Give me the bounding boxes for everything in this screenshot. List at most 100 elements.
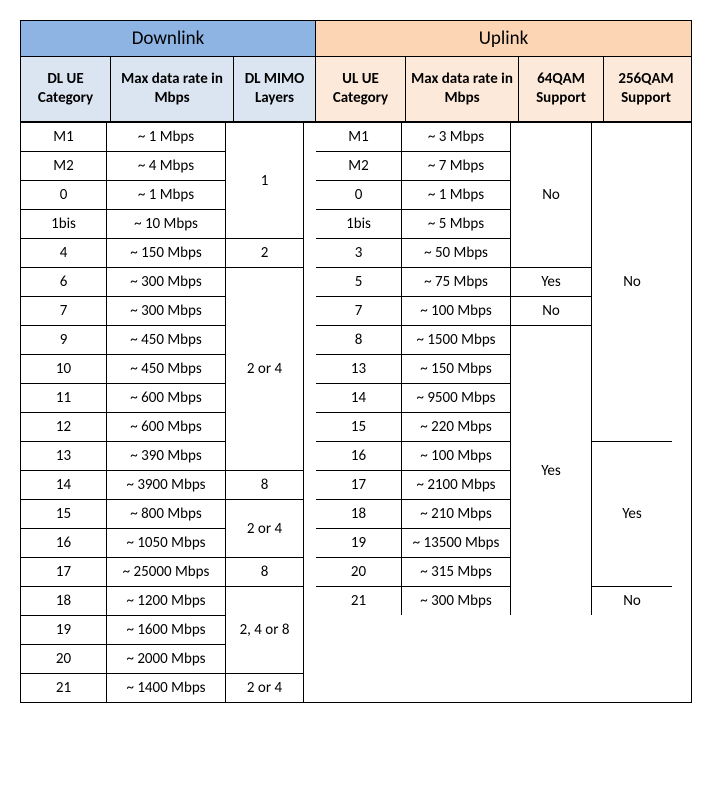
table-cell: 17 [316, 471, 401, 500]
table-cell: ~ 1 Mbps [402, 181, 510, 210]
table-cell: 13 [21, 442, 106, 471]
table-span-cell: No [511, 297, 591, 326]
table-cell: 15 [316, 413, 401, 442]
table-span-cell: No [592, 123, 672, 442]
ul-rate-header: Max data rate in Mbps [406, 57, 519, 121]
table-span-cell: No [592, 587, 672, 615]
ul-column-headers: UL UE Category Max data rate in Mbps 64Q… [316, 57, 691, 123]
table-cell: ~ 9500 Mbps [402, 384, 510, 413]
table-cell: ~ 75 Mbps [402, 268, 510, 297]
table-cell: ~ 100 Mbps [402, 297, 510, 326]
table-span-cell: Yes [511, 326, 591, 615]
table-cell: ~ 150 Mbps [107, 239, 225, 268]
ul-64-header: 64QAM Support [519, 57, 604, 121]
table-cell: ~ 450 Mbps [107, 326, 225, 355]
table-cell: ~ 1 Mbps [107, 123, 225, 152]
table-cell: 5 [316, 268, 401, 297]
downlink-header: Downlink [21, 21, 316, 57]
table-span-cell: 8 [226, 471, 303, 500]
table-cell: ~ 2000 Mbps [107, 645, 225, 674]
uplink-section: Uplink UL UE Category Max data rate in M… [316, 21, 691, 702]
table-cell: 14 [21, 471, 106, 500]
table-cell: ~ 1050 Mbps [107, 529, 225, 558]
table-cell: M1 [21, 123, 106, 152]
table-cell: ~ 800 Mbps [107, 500, 225, 529]
ue-category-table: Downlink DL UE Category Max data rate in… [20, 20, 692, 703]
table-cell: 20 [316, 558, 401, 587]
dl-column-headers: DL UE Category Max data rate in Mbps DL … [21, 57, 316, 123]
dl-body: M1M201bis4679101112131415161718192021 ~ … [21, 123, 316, 702]
dl-rate-column: ~ 1 Mbps~ 4 Mbps~ 1 Mbps~ 10 Mbps~ 150 M… [107, 123, 226, 702]
table-cell: 7 [316, 297, 401, 326]
table-cell: 17 [21, 558, 106, 587]
table-cell: 12 [21, 413, 106, 442]
table-cell: 6 [21, 268, 106, 297]
table-cell: 19 [316, 529, 401, 558]
table-cell: ~ 1 Mbps [107, 181, 225, 210]
table-cell: 7 [21, 297, 106, 326]
table-cell: 21 [316, 587, 401, 615]
table-cell: 16 [316, 442, 401, 471]
table-span-cell: 2, 4 or 8 [226, 587, 303, 674]
table-cell: ~ 315 Mbps [402, 558, 510, 587]
table-cell: ~ 300 Mbps [107, 297, 225, 326]
table-cell: ~ 25000 Mbps [107, 558, 225, 587]
downlink-section: Downlink DL UE Category Max data rate in… [21, 21, 316, 702]
dl-rate-header: Max data rate in Mbps [111, 57, 234, 121]
table-cell: ~ 600 Mbps [107, 413, 225, 442]
table-span-cell: 2 or 4 [226, 500, 303, 558]
ul-rate-column: ~ 3 Mbps~ 7 Mbps~ 1 Mbps~ 5 Mbps~ 50 Mbp… [402, 123, 511, 615]
table-cell: M1 [316, 123, 401, 152]
table-span-cell: 8 [226, 558, 303, 587]
table-cell: 20 [21, 645, 106, 674]
table-cell: ~ 1500 Mbps [402, 326, 510, 355]
dl-mimo-header: DL MIMO Layers [234, 57, 316, 121]
table-cell: ~ 7 Mbps [402, 152, 510, 181]
table-cell: ~ 3900 Mbps [107, 471, 225, 500]
ul-body: M1M201bis3578131415161718192021 ~ 3 Mbps… [316, 123, 691, 615]
table-span-cell: Yes [592, 442, 672, 587]
table-cell: 1bis [21, 210, 106, 239]
table-cell: 4 [21, 239, 106, 268]
table-cell: 8 [316, 326, 401, 355]
table-cell: 21 [21, 674, 106, 702]
table-cell: ~ 5 Mbps [402, 210, 510, 239]
table-cell: ~ 300 Mbps [402, 587, 510, 615]
table-cell: 14 [316, 384, 401, 413]
dl-mimo-column: 122 or 482 or 482, 4 or 82 or 4 [226, 123, 304, 702]
table-cell: 16 [21, 529, 106, 558]
table-cell: 0 [316, 181, 401, 210]
table-cell: 1bis [316, 210, 401, 239]
table-cell: ~ 50 Mbps [402, 239, 510, 268]
table-cell: ~ 10 Mbps [107, 210, 225, 239]
table-cell: ~ 600 Mbps [107, 384, 225, 413]
table-cell: M2 [316, 152, 401, 181]
table-cell: 13 [316, 355, 401, 384]
table-cell: 10 [21, 355, 106, 384]
table-span-cell: 2 or 4 [226, 268, 303, 471]
table-span-cell: 2 or 4 [226, 674, 303, 702]
ul-256-column: NoYesNo [592, 123, 672, 615]
ul-cat-column: M1M201bis3578131415161718192021 [316, 123, 402, 615]
table-cell: ~ 150 Mbps [402, 355, 510, 384]
table-cell: 0 [21, 181, 106, 210]
table-cell: 15 [21, 500, 106, 529]
table-cell: ~ 390 Mbps [107, 442, 225, 471]
table-cell: 18 [316, 500, 401, 529]
table-cell: ~ 3 Mbps [402, 123, 510, 152]
dl-cat-column: M1M201bis4679101112131415161718192021 [21, 123, 107, 702]
table-cell: ~ 300 Mbps [107, 268, 225, 297]
ul-cat-header: UL UE Category [316, 57, 406, 121]
table-cell: 3 [316, 239, 401, 268]
table-cell: 9 [21, 326, 106, 355]
uplink-header: Uplink [316, 21, 691, 57]
ul-64-column: NoYesNoYes [511, 123, 592, 615]
table-cell: 19 [21, 616, 106, 645]
table-span-cell: Yes [511, 268, 591, 297]
table-cell: ~ 4 Mbps [107, 152, 225, 181]
dl-cat-header: DL UE Category [21, 57, 111, 121]
table-cell: ~ 1400 Mbps [107, 674, 225, 702]
table-cell: ~ 450 Mbps [107, 355, 225, 384]
table-span-cell: 1 [226, 123, 303, 239]
table-cell: M2 [21, 152, 106, 181]
